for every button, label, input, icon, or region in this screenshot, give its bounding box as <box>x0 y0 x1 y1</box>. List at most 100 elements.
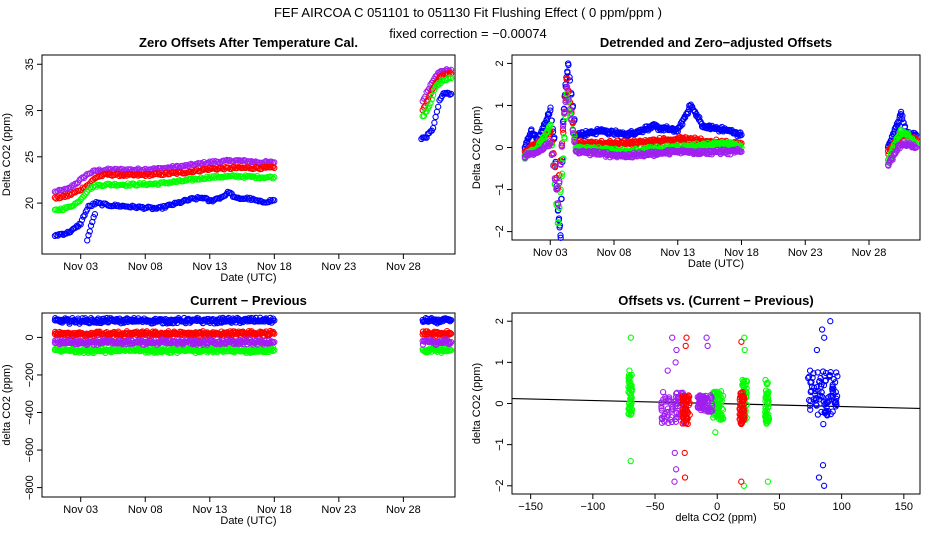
data-point <box>91 211 99 218</box>
data-point <box>819 462 827 469</box>
data-point <box>715 411 722 418</box>
data-point <box>269 163 277 170</box>
data-point <box>571 136 578 143</box>
x-tick-label: Nov 23 <box>321 261 356 273</box>
data-point <box>233 172 241 179</box>
data-point <box>671 478 678 485</box>
data-point <box>180 163 188 170</box>
data-point <box>561 135 568 142</box>
data-point <box>820 482 828 489</box>
data-point <box>563 75 571 82</box>
x-tick-label: Nov 23 <box>788 247 823 259</box>
plot-frame <box>41 312 456 498</box>
data-point <box>897 108 905 116</box>
data-point <box>717 416 725 423</box>
data-point <box>209 158 216 165</box>
data-point <box>812 401 820 408</box>
x-tick-label: Nov 03 <box>63 504 98 516</box>
data-point <box>565 96 572 103</box>
data-point <box>557 186 564 193</box>
data-point <box>111 171 119 179</box>
data-point <box>54 193 61 200</box>
data-point <box>743 378 751 385</box>
data-point <box>682 342 689 350</box>
data-point <box>671 449 678 457</box>
data-point <box>76 338 83 345</box>
data-point <box>684 415 691 422</box>
data-point <box>555 219 562 226</box>
data-point <box>831 398 839 406</box>
data-point <box>815 474 823 481</box>
data-point <box>740 380 747 387</box>
data-point <box>85 231 92 239</box>
series-blue <box>51 314 455 327</box>
data-point <box>689 103 696 110</box>
x-tick-label: −50 <box>646 501 665 513</box>
data-point <box>547 137 554 145</box>
data-point <box>702 397 709 404</box>
y-tick-label: −800 <box>24 475 36 500</box>
data-point <box>816 378 823 385</box>
data-point <box>208 173 215 180</box>
data-point <box>57 205 64 212</box>
data-point <box>225 164 232 171</box>
series-purple <box>658 334 716 485</box>
data-point <box>820 382 828 389</box>
data-point <box>91 182 98 189</box>
data-point <box>268 198 275 205</box>
data-point <box>198 329 205 336</box>
data-point <box>446 318 454 325</box>
figure-title: FEF AIRCOA C 051101 to 051130 Fit Flushi… <box>273 5 663 20</box>
x-tick-label: Nov 23 <box>321 504 356 516</box>
data-point <box>180 197 187 205</box>
data-point <box>558 173 565 180</box>
data-point <box>447 330 455 337</box>
data-point <box>63 230 70 237</box>
y-tick-label: 1 <box>494 359 506 365</box>
data-point <box>553 185 560 192</box>
y-tick-label: −600 <box>24 438 36 463</box>
data-point <box>560 120 567 128</box>
data-point <box>821 334 828 341</box>
chart-zero-offsets: Zero Offsets After Temperature Cal. Date … <box>1 35 456 284</box>
data-point <box>200 159 208 166</box>
data-point <box>446 329 454 337</box>
data-point <box>433 108 441 115</box>
data-point <box>175 163 182 170</box>
data-point <box>814 411 822 418</box>
data-point <box>427 100 434 107</box>
data-point <box>809 374 816 381</box>
x-tick-label: Nov 28 <box>386 504 421 516</box>
data-point <box>736 394 744 401</box>
data-point <box>445 90 452 97</box>
data-point <box>77 175 85 182</box>
data-point <box>659 388 667 396</box>
data-point <box>707 408 714 415</box>
y-tick-label: −1 <box>494 438 506 451</box>
data-point <box>820 420 827 428</box>
data-point <box>143 204 150 211</box>
data-point <box>683 334 690 341</box>
data-point <box>665 419 672 427</box>
series-red <box>679 334 748 485</box>
data-point <box>53 195 60 202</box>
data-point <box>763 393 770 400</box>
data-point <box>56 207 63 214</box>
data-point <box>557 161 564 168</box>
data-point <box>547 121 554 128</box>
data-point <box>251 173 258 180</box>
y-axis-label: Delta CO2 (ppm) <box>1 113 13 196</box>
x-tick-label: Nov 03 <box>63 261 98 273</box>
data-point <box>565 61 572 69</box>
data-point <box>833 369 840 376</box>
data-point <box>140 171 147 178</box>
data-point <box>673 346 680 354</box>
y-tick-label: −2 <box>494 225 506 238</box>
data-point <box>447 338 455 346</box>
data-point <box>102 318 109 325</box>
data-point <box>58 230 66 237</box>
data-point <box>87 222 95 229</box>
x-tick-label: Nov 03 <box>533 247 568 259</box>
data-point <box>764 478 772 485</box>
